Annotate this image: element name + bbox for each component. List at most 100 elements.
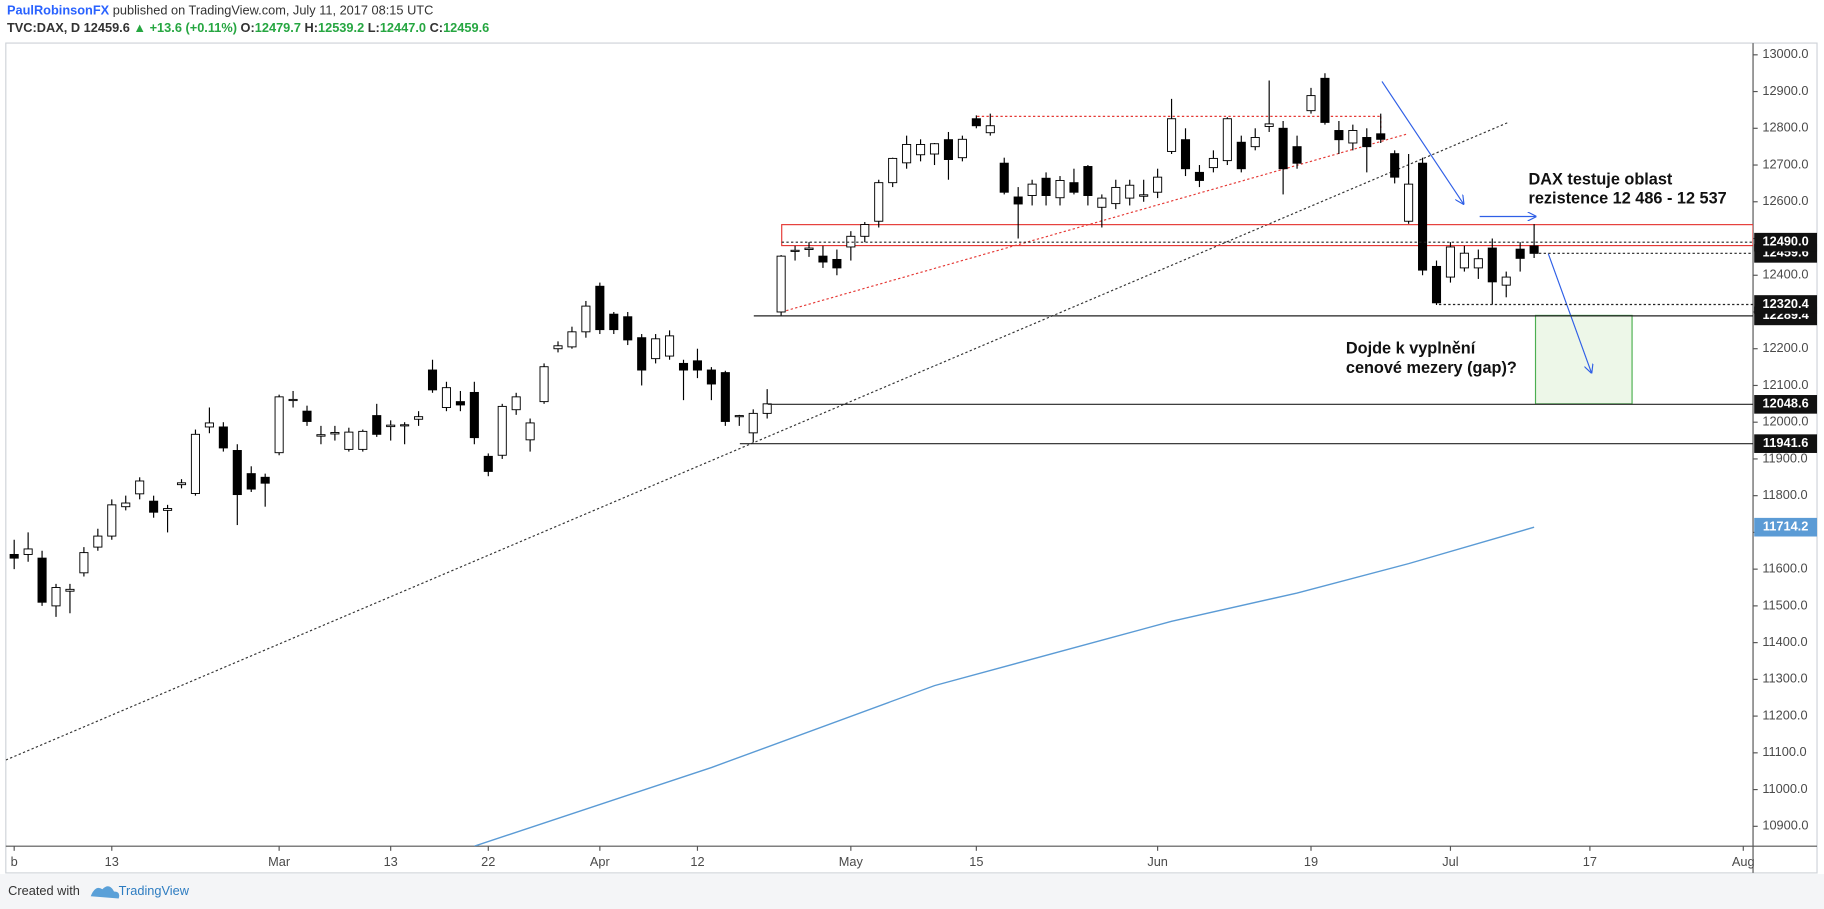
candle-body bbox=[79, 552, 89, 574]
y-tick-label: 13000.0 bbox=[1762, 46, 1808, 61]
annotation: Dojde k vyplnění bbox=[1346, 339, 1476, 357]
y-tick-label: 10900.0 bbox=[1762, 818, 1808, 833]
moving-average bbox=[474, 526, 1535, 847]
candle-body bbox=[790, 249, 800, 252]
candle-body bbox=[874, 182, 884, 222]
candle-body bbox=[1445, 246, 1455, 278]
x-tick-label: 13 bbox=[105, 854, 119, 869]
candle-body bbox=[427, 369, 438, 391]
candle-body bbox=[581, 305, 591, 333]
price-label-box bbox=[1754, 232, 1818, 252]
last: 12459.6 bbox=[84, 20, 130, 35]
candle-body bbox=[497, 405, 507, 456]
candle-body bbox=[1097, 197, 1107, 208]
candle-body bbox=[999, 162, 1009, 193]
x-tick-label: 12 bbox=[690, 854, 704, 869]
candle-body bbox=[1431, 265, 1442, 304]
x-tick-label: 17 bbox=[1583, 854, 1597, 869]
l-label: L: bbox=[368, 20, 380, 35]
candle-body bbox=[288, 398, 298, 402]
author[interactable]: PaulRobinsonFX bbox=[7, 3, 110, 18]
candle-body bbox=[1459, 252, 1469, 269]
candle-body bbox=[469, 391, 479, 439]
candle-body bbox=[1334, 130, 1344, 141]
candle-body bbox=[1194, 171, 1204, 181]
candle-body bbox=[1250, 137, 1260, 148]
ma-label: 11714.2 bbox=[1763, 519, 1808, 534]
candle-body bbox=[902, 143, 912, 164]
candle-body bbox=[316, 434, 326, 437]
candle-body bbox=[135, 480, 145, 495]
candle-body bbox=[302, 410, 312, 422]
x-tick-label: 19 bbox=[1304, 854, 1318, 869]
candle-body bbox=[706, 369, 716, 385]
candle-body bbox=[1139, 194, 1149, 197]
candle-body bbox=[1153, 176, 1163, 193]
candle-body bbox=[971, 118, 981, 127]
candle-body bbox=[553, 345, 563, 350]
x-tick-label: 15 bbox=[969, 854, 983, 869]
candle-body bbox=[1236, 141, 1246, 170]
candle-body bbox=[929, 143, 940, 155]
candle-body bbox=[65, 588, 75, 592]
candle-body bbox=[400, 424, 410, 427]
published: published on TradingView.com, July 11, 2… bbox=[113, 3, 434, 18]
channel-bottom bbox=[781, 133, 1408, 313]
candle-body bbox=[1487, 247, 1497, 283]
candle-body bbox=[609, 313, 619, 331]
h-label: H: bbox=[305, 20, 318, 35]
o-value: 12479.7 bbox=[255, 20, 301, 35]
arrow bbox=[1547, 253, 1591, 373]
c-label: C: bbox=[430, 20, 443, 35]
x-tick-label: Jun bbox=[1147, 854, 1168, 869]
brand[interactable]: TradingView bbox=[119, 883, 190, 898]
x-tick-label: Mar bbox=[268, 854, 291, 869]
candle-body bbox=[748, 412, 758, 434]
x-tick-label: 22 bbox=[481, 854, 495, 869]
candle-body bbox=[525, 422, 535, 441]
footer bbox=[0, 874, 1824, 909]
x-tick-label: Jul bbox=[1442, 854, 1458, 869]
candle-body bbox=[1125, 184, 1135, 199]
y-tick-label: 12900.0 bbox=[1762, 83, 1808, 98]
candle-body bbox=[888, 157, 898, 184]
gap-box bbox=[1534, 314, 1633, 405]
symbol-line: TVC:DAX, D 12459.6 ▲ +13.6 (+0.11%) O:12… bbox=[7, 20, 489, 35]
candle-body bbox=[985, 125, 995, 134]
candle-body bbox=[804, 247, 814, 250]
candle-body bbox=[232, 450, 242, 496]
candle-body bbox=[567, 331, 577, 348]
y-tick-label: 11100.0 bbox=[1762, 744, 1806, 759]
h-value: 12539.2 bbox=[318, 20, 364, 35]
candle-body bbox=[1167, 118, 1177, 152]
y-tick-label: 11900.0 bbox=[1762, 450, 1807, 465]
c-value: 12459.6 bbox=[443, 20, 489, 35]
candle-body bbox=[455, 401, 465, 406]
candle-body bbox=[916, 143, 926, 156]
candle-body bbox=[176, 482, 187, 486]
candle-body bbox=[762, 403, 772, 414]
candle-body bbox=[260, 476, 270, 484]
y-tick-label: 11600.0 bbox=[1762, 561, 1807, 576]
y-tick-label: 12600.0 bbox=[1762, 193, 1808, 208]
candle-body bbox=[818, 255, 828, 263]
candle-body bbox=[943, 139, 953, 160]
candle-body bbox=[832, 258, 842, 269]
price-label: 11941.6 bbox=[1763, 435, 1808, 450]
candle-body bbox=[776, 255, 786, 313]
annotation: cenové mezery (gap)? bbox=[1346, 359, 1517, 377]
candle-body bbox=[1069, 182, 1079, 193]
candle-body bbox=[1222, 118, 1232, 162]
logo bbox=[90, 886, 120, 899]
candle-body bbox=[957, 138, 967, 159]
candle-body bbox=[163, 508, 173, 511]
y-tick-label: 12000.0 bbox=[1762, 414, 1808, 429]
candle-body bbox=[1473, 258, 1483, 269]
candle-body bbox=[1278, 127, 1288, 170]
candle-body bbox=[1320, 77, 1330, 123]
annotation: rezistence 12 486 - 12 537 bbox=[1529, 189, 1727, 207]
candle-body bbox=[1404, 183, 1414, 222]
candle-body bbox=[692, 360, 702, 371]
